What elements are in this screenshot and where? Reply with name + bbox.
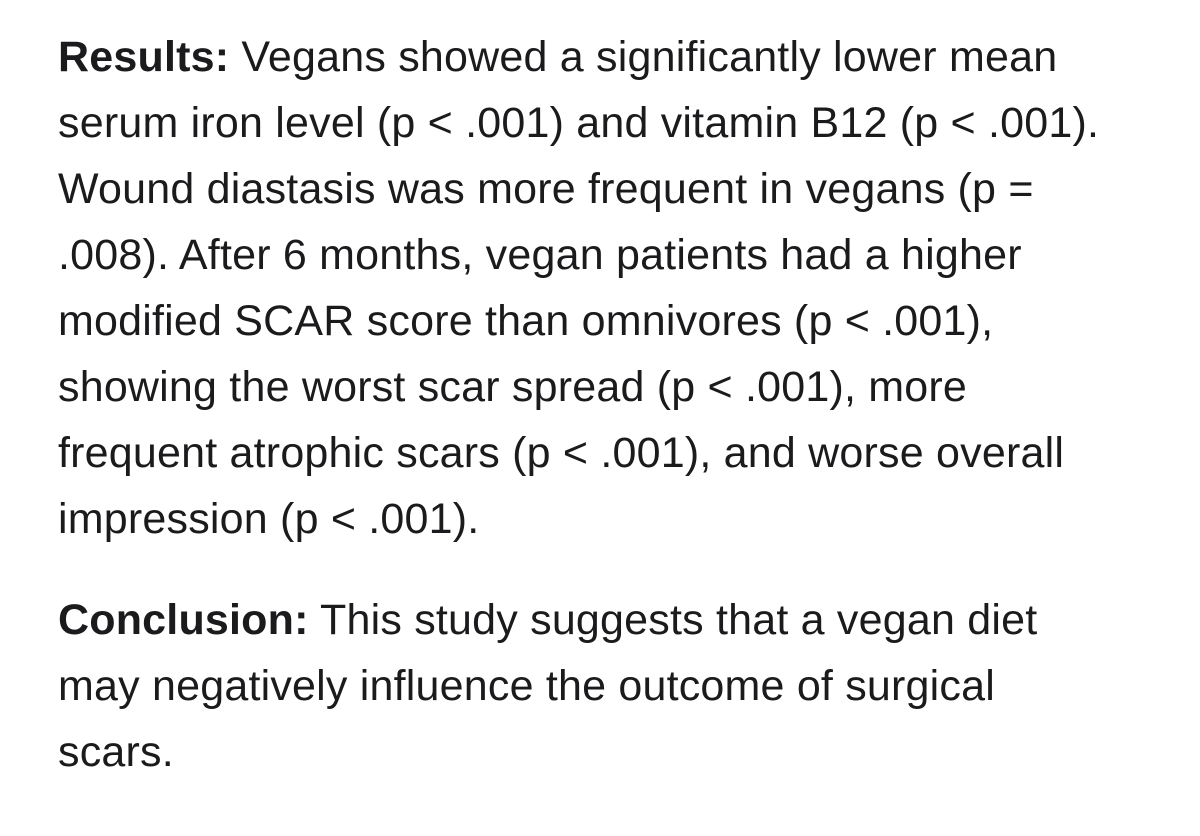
conclusion-section-label: Conclusion: <box>58 596 309 644</box>
results-paragraph: Results: Vegans showed a significantly l… <box>58 24 1105 552</box>
results-section-label: Results: <box>58 33 230 81</box>
conclusion-paragraph: Conclusion: This study suggests that a v… <box>58 587 1105 785</box>
results-section-text: Vegans showed a significantly lower mean… <box>58 33 1100 543</box>
abstract-text-block: Results: Vegans showed a significantly l… <box>58 24 1105 785</box>
conclusion-section-text: This study suggests that a vegan diet ma… <box>58 596 1038 776</box>
